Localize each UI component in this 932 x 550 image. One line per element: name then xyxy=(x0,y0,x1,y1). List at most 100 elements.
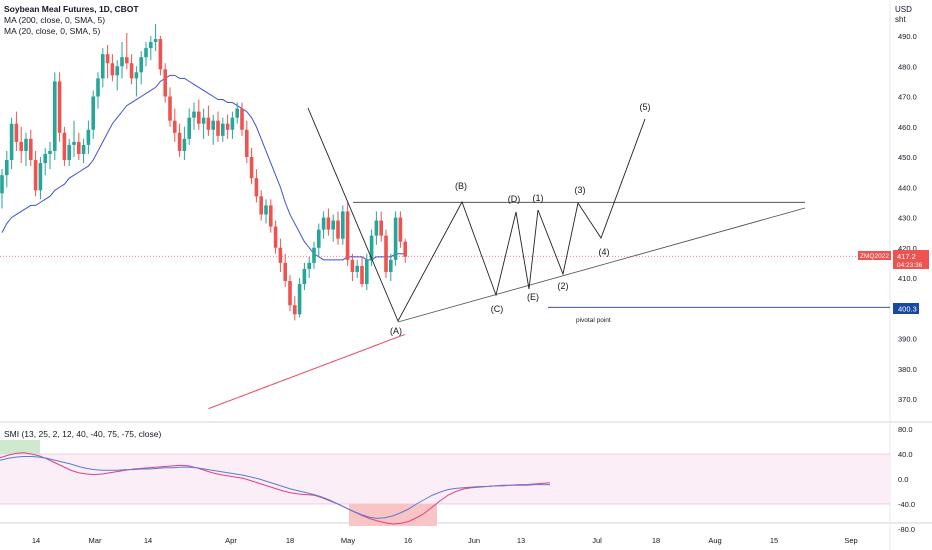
candle xyxy=(201,108,206,139)
candle xyxy=(360,256,364,288)
price-tick-label: 450.0 xyxy=(898,153,917,162)
time-tick-label: May xyxy=(341,536,355,545)
support-trendline xyxy=(397,207,806,323)
candle xyxy=(216,111,220,142)
candle xyxy=(259,190,263,221)
candle-body xyxy=(240,108,244,130)
candle xyxy=(336,211,340,245)
candle xyxy=(230,111,235,139)
candle-body xyxy=(163,69,167,97)
time-tick-label: Jun xyxy=(468,536,480,545)
price-axis: 370.0380.0390.0400.0410.0420.0430.0440.0… xyxy=(898,32,917,404)
candle-body xyxy=(225,123,230,130)
price-tick-label: 420.0 xyxy=(898,244,917,253)
time-axis: 14 Mar 14 Apr 18 May 16 Jun 13 Jul 18 Aug 15 Sep xyxy=(32,536,858,545)
time-tick-label: 14 xyxy=(144,536,152,545)
candle-body xyxy=(374,220,379,236)
candle xyxy=(206,105,211,136)
ma20-path xyxy=(1,74,406,261)
candle xyxy=(249,147,254,185)
candle-body xyxy=(273,226,278,248)
candle xyxy=(134,66,139,97)
candle xyxy=(9,117,14,170)
pivot-price-label: 400.3 xyxy=(898,305,917,314)
time-tick-label: 13 xyxy=(517,536,525,545)
candle xyxy=(398,211,403,248)
candle xyxy=(177,123,182,157)
wave-label: (A) xyxy=(390,326,402,336)
candle xyxy=(14,111,19,151)
candle-body xyxy=(173,120,177,133)
candle-body xyxy=(254,178,259,197)
candle-body xyxy=(341,211,345,239)
candle-body xyxy=(19,141,23,151)
ma200-line xyxy=(208,334,406,410)
candle-body xyxy=(336,220,340,239)
candle xyxy=(384,229,388,278)
candle-body xyxy=(259,196,263,215)
candle-body xyxy=(297,284,302,315)
smi-tick-label: 40.0 xyxy=(898,450,913,459)
time-tick-label: Sep xyxy=(844,536,857,545)
candle-body xyxy=(101,54,105,79)
candle-body xyxy=(125,57,129,64)
candle-body xyxy=(230,117,235,130)
candle-body xyxy=(389,259,393,272)
candle xyxy=(225,114,230,139)
smi-tick-label: 80.0 xyxy=(898,425,913,434)
candle-body xyxy=(158,39,163,70)
candle xyxy=(153,23,158,52)
candle-body xyxy=(57,81,62,133)
wave-label: (1) xyxy=(533,193,544,203)
price-tick-label: 390.0 xyxy=(898,335,917,344)
candle xyxy=(369,229,374,266)
price-tick-label: 460.0 xyxy=(898,123,917,132)
candle xyxy=(269,199,273,233)
candle-body xyxy=(384,235,388,272)
candle xyxy=(389,253,393,282)
wave-label: (B) xyxy=(455,181,467,191)
candle-body xyxy=(302,268,307,285)
candle xyxy=(53,72,57,161)
candle-body xyxy=(33,160,38,191)
candle xyxy=(72,120,76,157)
candle xyxy=(163,63,167,103)
candle-body xyxy=(38,163,43,191)
smi-tick-label: -40.0 xyxy=(898,500,915,509)
candle xyxy=(211,114,215,145)
candle-body xyxy=(129,63,134,79)
candle-body xyxy=(192,111,196,118)
candle xyxy=(379,211,383,242)
smi-tick-label: -80.0 xyxy=(898,525,915,534)
wave-label: (C) xyxy=(491,304,504,314)
smi-signal-line xyxy=(0,456,550,519)
candle-body xyxy=(168,96,172,121)
currency-label: USD xyxy=(895,5,912,14)
candle xyxy=(101,48,105,88)
smi-overbought-zone xyxy=(0,440,40,454)
last-price-label: 417.2 xyxy=(897,252,916,261)
candle xyxy=(235,102,239,124)
candle-body xyxy=(211,120,215,130)
candle xyxy=(168,87,172,127)
price-tick-label: 440.0 xyxy=(898,183,917,192)
candle xyxy=(192,102,196,130)
candle xyxy=(110,54,115,82)
candle xyxy=(240,102,244,136)
wave-labels: (A) (B) (C) (D) (E) (1) (2) (3) (4) (5) xyxy=(390,102,651,336)
candle-body xyxy=(216,120,220,136)
candle-body xyxy=(24,138,28,151)
candle xyxy=(221,117,225,142)
candle xyxy=(254,169,259,203)
candle-body xyxy=(269,205,273,227)
candle xyxy=(77,132,81,161)
candle-body xyxy=(398,217,403,242)
candle xyxy=(331,214,335,242)
candle xyxy=(173,108,177,142)
candle-body xyxy=(110,63,115,76)
candle-body xyxy=(9,123,14,161)
candle xyxy=(278,238,283,272)
candle xyxy=(288,274,292,312)
candle xyxy=(115,60,119,91)
candle xyxy=(264,199,268,224)
